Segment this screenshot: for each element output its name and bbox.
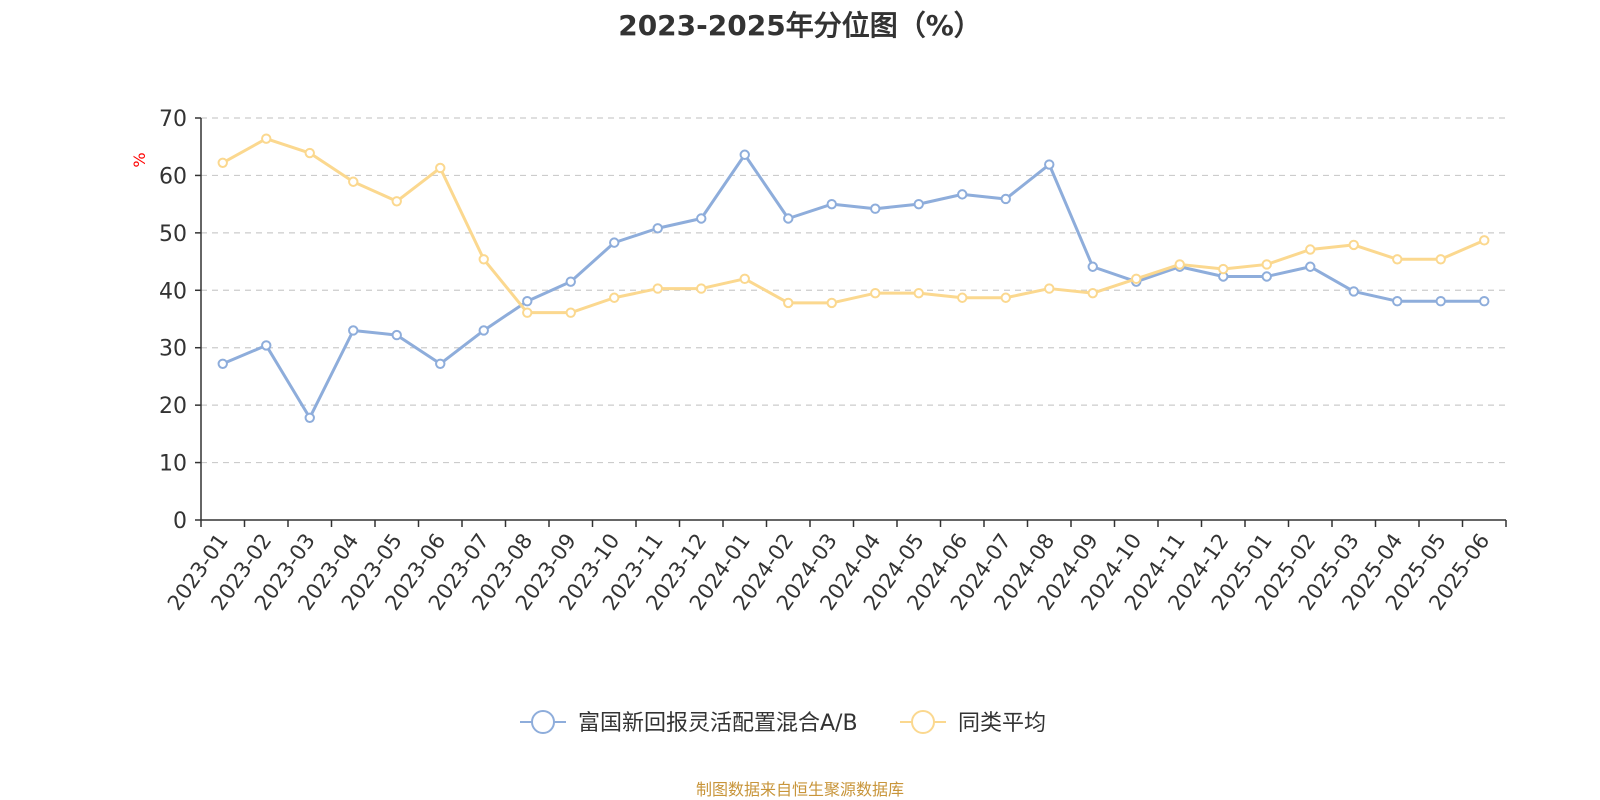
data-point (1392, 295, 1403, 307)
data-point (826, 198, 837, 210)
data-point (957, 189, 968, 200)
data-point (1479, 295, 1490, 307)
data-point (435, 162, 446, 174)
y-tick-label: 50 (159, 222, 187, 247)
data-point (304, 147, 315, 159)
data-point (652, 283, 663, 294)
y-tick-label: 20 (159, 394, 187, 419)
data-point (217, 358, 228, 369)
data-point (870, 203, 881, 214)
data-point (1479, 235, 1490, 246)
data-point (565, 276, 576, 287)
data-point (609, 292, 620, 303)
data-point (1044, 159, 1055, 170)
y-tick-label: 10 (159, 452, 187, 477)
data-point (1305, 261, 1316, 272)
series-line (222, 153, 1485, 420)
y-axis-label: % (130, 152, 149, 167)
data-point (1087, 261, 1098, 272)
data-point (348, 176, 359, 187)
legend-item-2[interactable]: 同类平均 (900, 710, 1046, 736)
data-point (1348, 286, 1359, 297)
axes: 010203040506070%2023-012023-022023-03202… (130, 107, 1507, 615)
data-point (696, 213, 707, 224)
data-point (1261, 271, 1272, 282)
data-point (957, 292, 968, 303)
data-point (652, 223, 663, 234)
legend-label: 同类平均 (958, 711, 1046, 736)
data-point (826, 297, 837, 309)
data-point (1392, 254, 1403, 265)
data-point (522, 295, 533, 307)
data-point (1305, 244, 1316, 255)
data-point (1435, 295, 1446, 307)
y-tick-label: 70 (159, 107, 187, 132)
series-line (222, 137, 1485, 315)
data-point (304, 412, 315, 423)
data-point (261, 133, 272, 144)
source-note: 制图数据来自恒生聚源数据库 (695, 780, 904, 799)
chart-title: 2023-2025年分位图（%） (618, 9, 982, 42)
data-point (1218, 263, 1229, 275)
data-point (435, 358, 446, 369)
data-point (217, 157, 228, 168)
data-point (391, 329, 402, 341)
data-point (1087, 287, 1098, 299)
data-point (565, 307, 576, 318)
data-point (1348, 239, 1359, 251)
data-point (1174, 259, 1185, 270)
legend-label: 富国新回报灵活配置混合A/B (578, 711, 858, 736)
data-point (913, 287, 924, 299)
data-point (1000, 193, 1011, 205)
data-point (348, 325, 359, 336)
data-point (739, 149, 750, 160)
data-point (391, 196, 402, 207)
data-point (696, 283, 707, 294)
y-tick-label: 0 (173, 509, 187, 534)
series-1 (217, 149, 1490, 423)
legend-marker-icon (531, 710, 555, 734)
y-tick-label: 40 (159, 279, 187, 304)
y-tick-label: 60 (159, 164, 187, 189)
data-point (1261, 259, 1272, 270)
legend-item-1[interactable]: 富国新回报灵活配置混合A/B (520, 710, 858, 736)
series-2 (217, 133, 1490, 318)
grid-lines (201, 117, 1506, 464)
y-tick-label: 30 (159, 337, 187, 362)
series-lines (217, 133, 1490, 423)
data-point (783, 297, 794, 309)
data-point (478, 254, 489, 265)
data-point (522, 307, 533, 318)
data-point (783, 213, 794, 224)
data-point (739, 273, 750, 284)
legend[interactable]: 富国新回报灵活配置混合A/B 同类平均 (520, 710, 1046, 736)
data-point (913, 198, 924, 210)
legend-marker-icon (911, 710, 935, 734)
data-point (1435, 254, 1446, 265)
data-point (261, 340, 272, 351)
data-point (870, 287, 881, 299)
data-point (1000, 292, 1011, 303)
data-point (1131, 273, 1142, 284)
data-point (1044, 283, 1055, 294)
data-point (609, 237, 620, 248)
data-point (478, 325, 489, 336)
